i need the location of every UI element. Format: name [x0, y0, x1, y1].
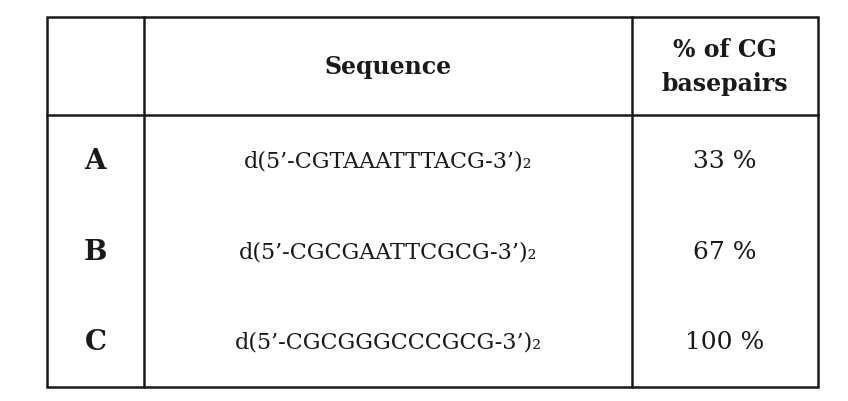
Text: Sequence: Sequence	[325, 55, 451, 79]
Text: 100 %: 100 %	[685, 330, 765, 353]
Text: d(5’-CGTAAATTTACG-3’)₂: d(5’-CGTAAATTTACG-3’)₂	[243, 150, 533, 172]
Text: C: C	[85, 328, 106, 355]
Text: 33 %: 33 %	[694, 150, 756, 172]
Text: A: A	[85, 148, 106, 174]
Text: B: B	[84, 238, 107, 265]
Text: % of CG
basepairs: % of CG basepairs	[661, 38, 789, 95]
Text: d(5’-CGCGAATTCGCG-3’)₂: d(5’-CGCGAATTCGCG-3’)₂	[239, 241, 537, 262]
Text: d(5’-CGCGGGCCCGCG-3’)₂: d(5’-CGCGGGCCCGCG-3’)₂	[234, 331, 542, 353]
Text: 67 %: 67 %	[694, 240, 756, 263]
